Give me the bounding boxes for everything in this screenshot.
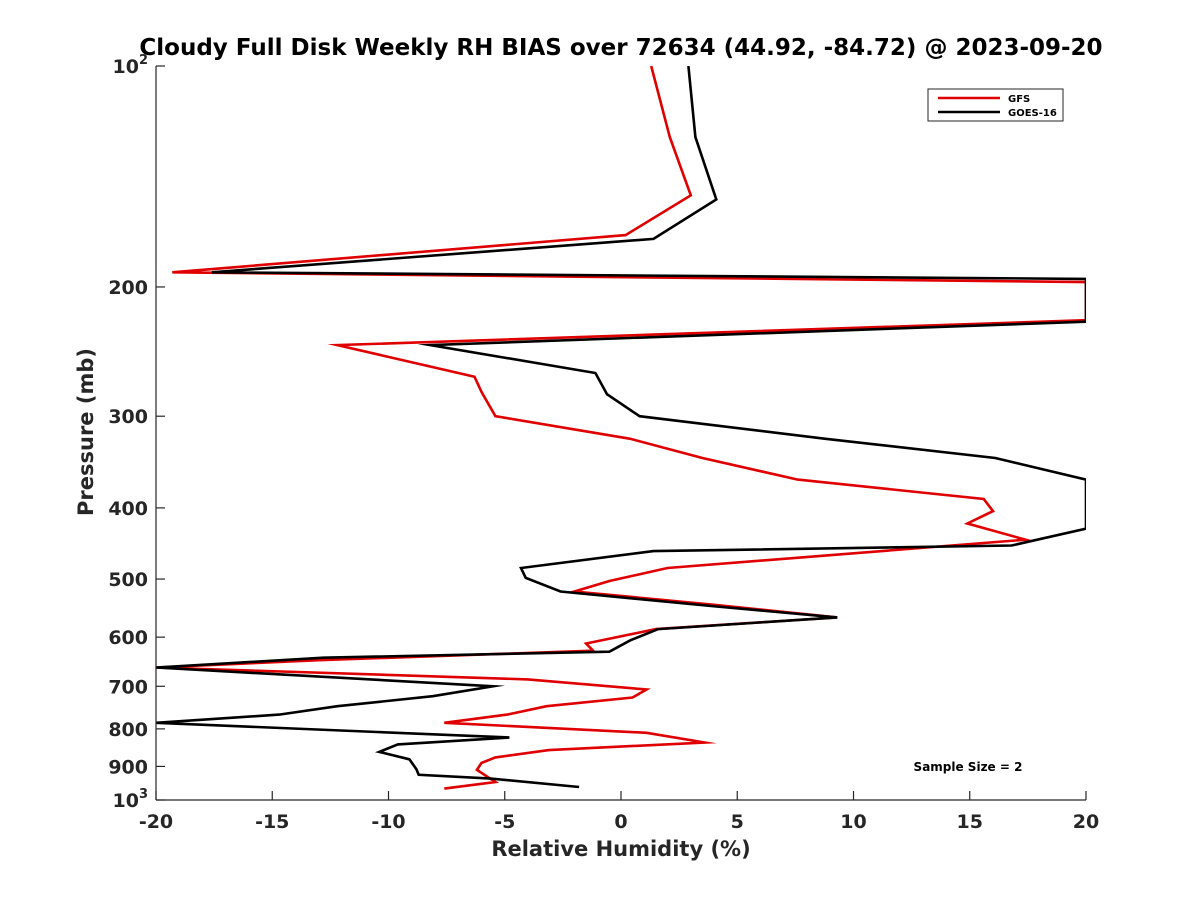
x-tick-label: -10: [371, 811, 405, 833]
axes-layer: -20 -15 -10 -5 0 5 10 15 20 102 200 300 400 500 600 700…: [108, 53, 1099, 833]
x-tick-label: 20: [1073, 811, 1099, 833]
x-tick-label: 15: [957, 811, 983, 833]
x-tick-label: -5: [494, 811, 515, 833]
y-tick-label: 200: [108, 277, 148, 299]
chart-title: Cloudy Full Disk Weekly RH BIAS over 726…: [139, 35, 1102, 61]
y-tick-label: 103: [113, 787, 149, 812]
legend-entry-label: GOES-16: [1008, 108, 1057, 119]
x-tick-label: -15: [255, 811, 289, 833]
series-line-goes-16: [156, 66, 1086, 789]
legend-entry-label: GFS: [1008, 94, 1030, 105]
sample-size-annotation: Sample Size = 2: [914, 760, 1023, 774]
y-tick-label: 700: [108, 676, 148, 698]
series-layer: [156, 66, 1086, 790]
x-tick-label: 0: [614, 811, 627, 833]
x-tick-label: -20: [139, 811, 173, 833]
series-line-gfs: [156, 66, 1086, 790]
y-tick-label: 300: [108, 406, 148, 428]
legend-box: [927, 88, 1064, 122]
y-tick-label: 900: [108, 756, 148, 778]
y-axis-label: Pressure (mb): [74, 348, 98, 516]
y-tick-label: 800: [108, 719, 148, 741]
y-tick-label: 600: [108, 627, 148, 649]
y-tick-label: 500: [108, 569, 148, 591]
legend: GFS GOES-16: [927, 88, 1064, 122]
y-tick-label: 102: [113, 53, 149, 78]
x-axis-label: Relative Humidity (%): [491, 837, 750, 861]
y-tick-label: 400: [108, 498, 148, 520]
x-tick-label: 5: [731, 811, 744, 833]
x-tick-label: 10: [840, 811, 866, 833]
